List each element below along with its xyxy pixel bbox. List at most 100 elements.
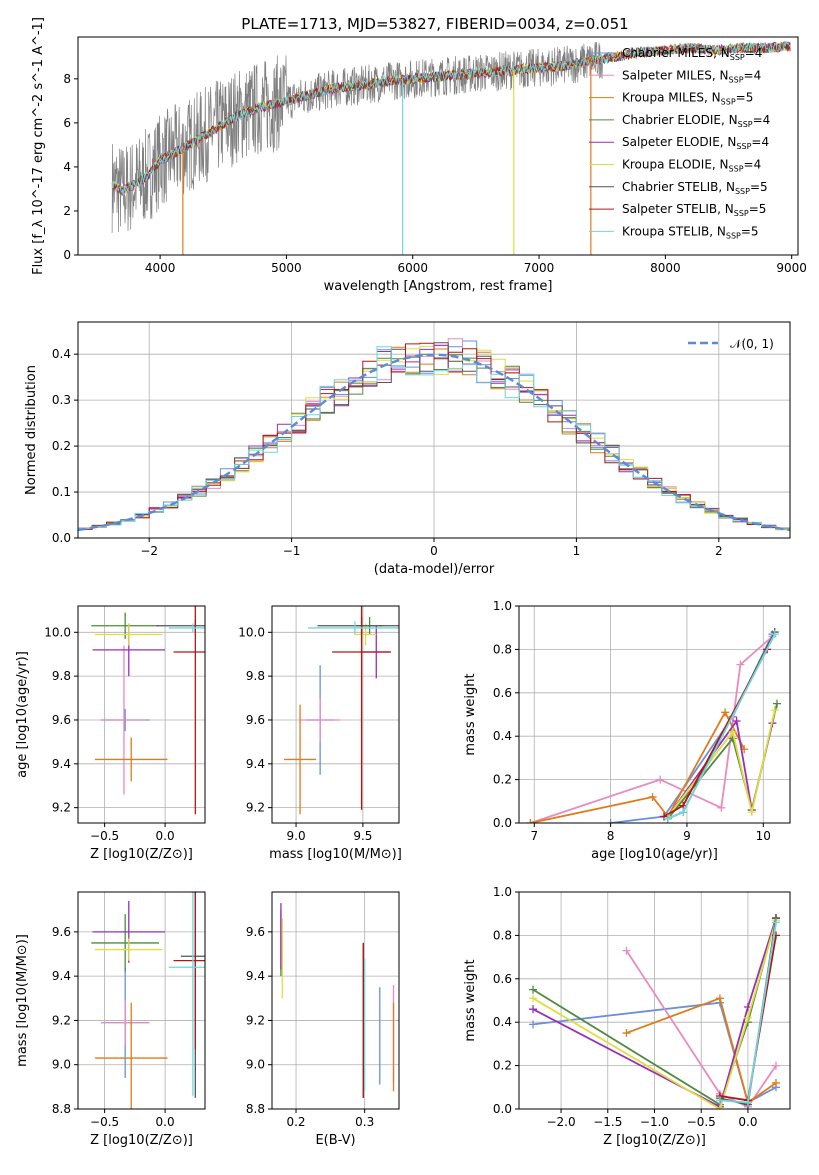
- x-axis-label: Z [log10(Z/Z⊙)]: [90, 847, 193, 862]
- x-tick-label: 10: [756, 829, 771, 843]
- axes-frame: [271, 891, 400, 1110]
- weight-marker-kroupa-miles: [721, 708, 730, 717]
- axes-frame: [77, 891, 206, 1110]
- weight-line-kroupa-miles: [626, 997, 777, 1104]
- y-tick-label: 0.6: [493, 686, 512, 700]
- legend-entry-kroupa-stelib: Kroupa STELIB, NSSP=5: [622, 224, 759, 240]
- y-tick-label: 4: [63, 160, 71, 174]
- y-tick-label: 0.6: [493, 972, 512, 986]
- y-tick-label: 9.2: [52, 1013, 71, 1027]
- x-tick-label: 9.5: [353, 829, 372, 843]
- weight-marker-kroupa-elodie: [529, 994, 538, 1003]
- y-tick-label: 10.0: [44, 625, 71, 639]
- weight-marker-kroupa-elodie: [743, 1013, 752, 1022]
- age_vs_Z-axes: −0.5 0.0 9.2 9.4 9.6 9.8 10.0 Z [log10(Z/Z⊙)] ag…: [15, 605, 206, 862]
- y-tick-label: 10.0: [238, 625, 265, 639]
- y-tick-label: 9.6: [246, 713, 265, 727]
- x-axis-label: E(B-V): [315, 1133, 355, 1148]
- y-tick-label: 0.8: [493, 928, 512, 942]
- weight-marker-kroupa-miles: [622, 1029, 631, 1038]
- x-tick-label: 9: [683, 829, 691, 843]
- weight-marker-kroupa-stelib: [679, 808, 688, 817]
- weight-marker-salpeter-miles: [717, 803, 726, 812]
- weight-line-salpeter-miles: [530, 635, 773, 823]
- weight-marker-kroupa-stelib: [771, 918, 780, 927]
- y-tick-label: 0.4: [493, 1015, 512, 1029]
- weight_vs_age-plot-area: [526, 628, 782, 823]
- y-axis-label: age [log10(age/yr)]: [15, 651, 30, 778]
- y-tick-label: 8.8: [52, 1102, 71, 1116]
- weight-line-salpeter-miles: [625, 950, 777, 1108]
- y-tick-label: 1.0: [493, 885, 512, 899]
- legend-entry-chabrier-elodie: Chabrier ELODIE, NSSP=4: [622, 113, 770, 129]
- x-axis-label: wavelength [Angstrom, rest frame]: [324, 279, 553, 294]
- y-tick-label: 9.2: [246, 1013, 265, 1027]
- weight-line-salpeter-elodie: [532, 917, 777, 1109]
- weight-line-kroupa-elodie: [667, 710, 776, 818]
- y-tick-label: 9.4: [246, 969, 265, 983]
- y-axis-label: mass [log10(M/M⊙)]: [15, 934, 30, 1067]
- legend-entry-chabrier-miles: Chabrier MILES, NSSP=4: [622, 46, 762, 62]
- y-tick-label: 9.6: [246, 925, 265, 939]
- weight-marker-kroupa-miles: [771, 1078, 780, 1087]
- weight_vs_Z-plot-area: [529, 914, 780, 1109]
- weight-marker-salpeter-miles: [656, 775, 665, 784]
- age_vs_Z-plot-area: [91, 606, 205, 815]
- y-tick-label: 0.1: [52, 485, 71, 499]
- x-tick-label: 0.0: [156, 1115, 175, 1129]
- weight-marker-chabrier-miles: [529, 1020, 538, 1029]
- y-tick-label: 0.2: [493, 1059, 512, 1073]
- x-axis-label: (data-model)/error: [374, 562, 495, 577]
- weight-line-kroupa-miles: [530, 710, 745, 823]
- y-tick-label: 8.8: [246, 1102, 265, 1116]
- x-tick-label: 9000: [776, 261, 807, 275]
- x-tick-label: 0: [430, 544, 438, 558]
- y-tick-label: 9.8: [246, 669, 265, 683]
- weight-marker-kroupa-elodie: [747, 808, 756, 817]
- y-tick-label: 9.6: [52, 713, 71, 727]
- y-tick-label: 9.0: [52, 1058, 71, 1072]
- y-tick-label: 0.3: [52, 393, 71, 407]
- weight-marker-salpeter-miles: [736, 660, 745, 669]
- weight-marker-kroupa-stelib: [715, 1096, 724, 1105]
- y-tick-label: 0: [63, 248, 71, 262]
- y-tick-label: 8: [63, 72, 71, 86]
- model-spectrum-salpeter-stelib: [111, 41, 791, 194]
- weight-marker-chabrier-elodie: [773, 699, 782, 708]
- y-tick-label: 0.2: [52, 439, 71, 453]
- y-tick-label: 9.0: [246, 1058, 265, 1072]
- y-tick-label: 9.2: [246, 801, 265, 815]
- residual-histogram-kroupa-stelib: [78, 346, 790, 529]
- y-tick-label: 6: [63, 116, 71, 130]
- y-tick-label: 2: [63, 204, 71, 218]
- y-tick-label: 0.4: [52, 347, 71, 361]
- axes-frame: [518, 605, 791, 824]
- x-tick-label: 2: [715, 544, 723, 558]
- weight-marker-kroupa-elodie: [728, 727, 737, 736]
- y-tick-label: 0.2: [493, 773, 512, 787]
- axes-frame: [77, 36, 799, 256]
- axes-frame: [271, 605, 400, 824]
- weight-line-kroupa-elodie: [532, 919, 777, 1109]
- x-tick-label: −2.0: [546, 1115, 575, 1129]
- y-axis-label: Normed distribution: [24, 365, 39, 495]
- x-axis-label: mass [log10(M/M⊙)]: [269, 847, 402, 862]
- weight-marker-salpeter-miles: [771, 1061, 780, 1070]
- weight-marker-kroupa-miles: [526, 819, 535, 823]
- weight-line-salpeter-stelib: [663, 648, 768, 818]
- weight-marker-kroupa-miles: [715, 994, 724, 1003]
- y-tick-label: 9.4: [52, 969, 71, 983]
- x-tick-label: −1.0: [640, 1115, 669, 1129]
- mass_vs_ebv-plot-area: [280, 903, 395, 1098]
- legend-entry-salpeter-stelib: Salpeter STELIB, NSSP=5: [622, 202, 766, 218]
- x-tick-label: 7: [530, 829, 538, 843]
- weight-marker-chabrier-elodie: [529, 985, 538, 994]
- age_vs_mass-plot-area: [284, 606, 399, 815]
- x-tick-label: 8: [607, 829, 615, 843]
- normal-distribution-curve: [78, 353, 790, 532]
- x-tick-label: 6000: [397, 261, 428, 275]
- y-axis-label: mass weight: [463, 673, 478, 755]
- y-tick-label: 9.4: [52, 757, 71, 771]
- legend-entry-salpeter-miles: Salpeter MILES, NSSP=4: [622, 68, 761, 84]
- legend-entry-kroupa-elodie: Kroupa ELODIE, NSSP=4: [622, 158, 761, 174]
